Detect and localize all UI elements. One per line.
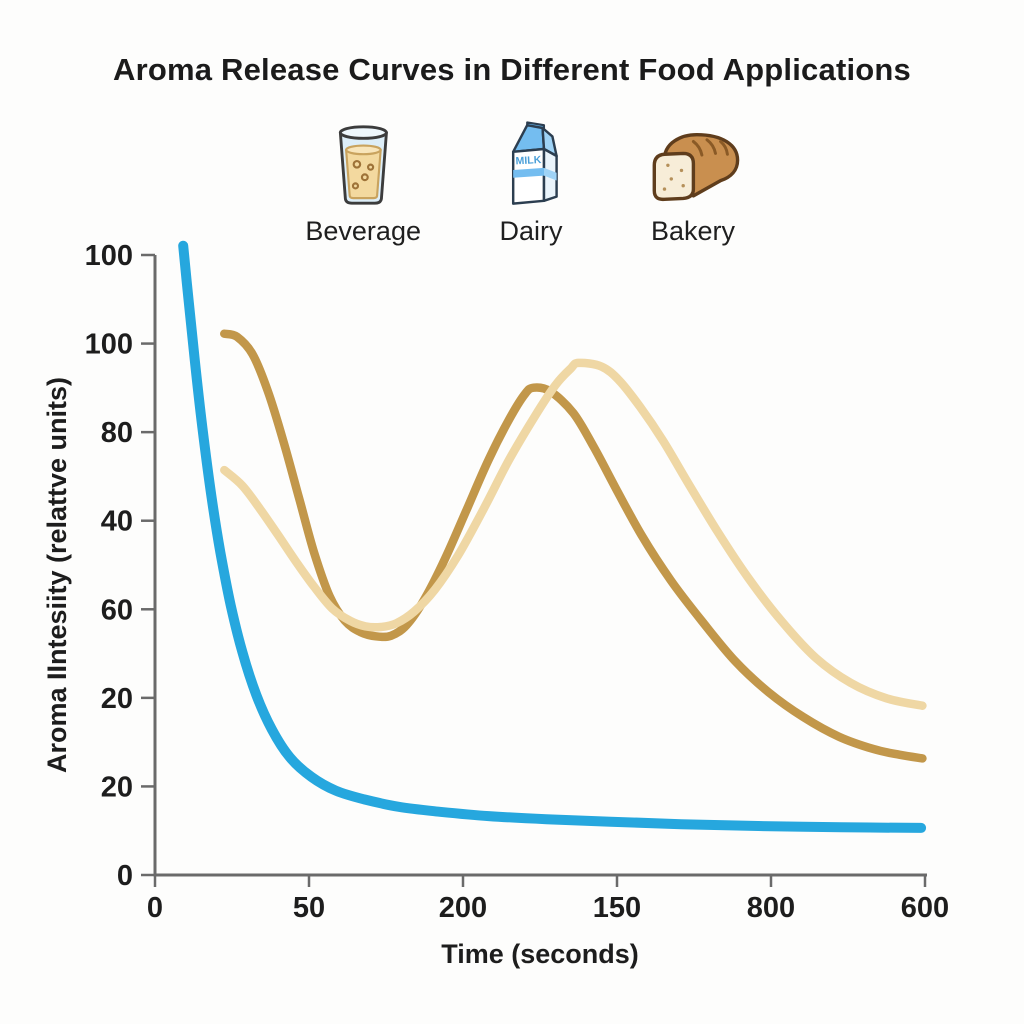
y-tick-label: 60 xyxy=(101,594,133,626)
legend-label-beverage: Beverage xyxy=(305,216,421,246)
y-tick-label: 20 xyxy=(101,683,133,715)
bread-loaf-icon xyxy=(642,120,744,208)
legend-item-bakery: Bakery xyxy=(641,120,745,247)
beverage-glass-icon xyxy=(327,120,399,208)
series-dairy-line xyxy=(220,329,927,763)
y-tick-label: 20 xyxy=(101,771,133,803)
y-tick-label: 100 xyxy=(85,329,133,361)
x-tick-label: 0 xyxy=(147,892,163,924)
x-tick-label: 150 xyxy=(593,892,641,924)
legend-label-dairy: Dairy xyxy=(499,216,563,246)
y-axis-title: Aroma IIntesiity (relattve units) xyxy=(42,377,72,773)
axes xyxy=(153,255,927,877)
legend-label-bakery: Bakery xyxy=(650,216,736,246)
legend-item-dairy: MILK Dairy xyxy=(479,120,583,247)
y-tick-label: 100 xyxy=(85,240,133,272)
x-tick-label: 800 xyxy=(747,892,795,924)
y-tick-label: 80 xyxy=(101,417,133,449)
chart-title: Aroma Release Curves in Different Food A… xyxy=(113,52,911,87)
legend: Beverage MILK Dairy xyxy=(305,120,745,247)
y-tick-label: 0 xyxy=(117,860,133,892)
series-bakery-line xyxy=(220,358,927,710)
y-tick-label: 40 xyxy=(101,506,133,538)
legend-item-beverage: Beverage xyxy=(305,120,421,247)
milk-carton-icon: MILK xyxy=(496,120,566,208)
x-tick-label: 600 xyxy=(901,892,949,924)
series-beverage-line xyxy=(178,240,927,833)
milk-carton-text: MILK xyxy=(515,154,542,167)
x-tick-label: 200 xyxy=(439,892,487,924)
x-axis-title: Time (seconds) xyxy=(441,939,639,969)
x-tick-label: 50 xyxy=(293,892,325,924)
